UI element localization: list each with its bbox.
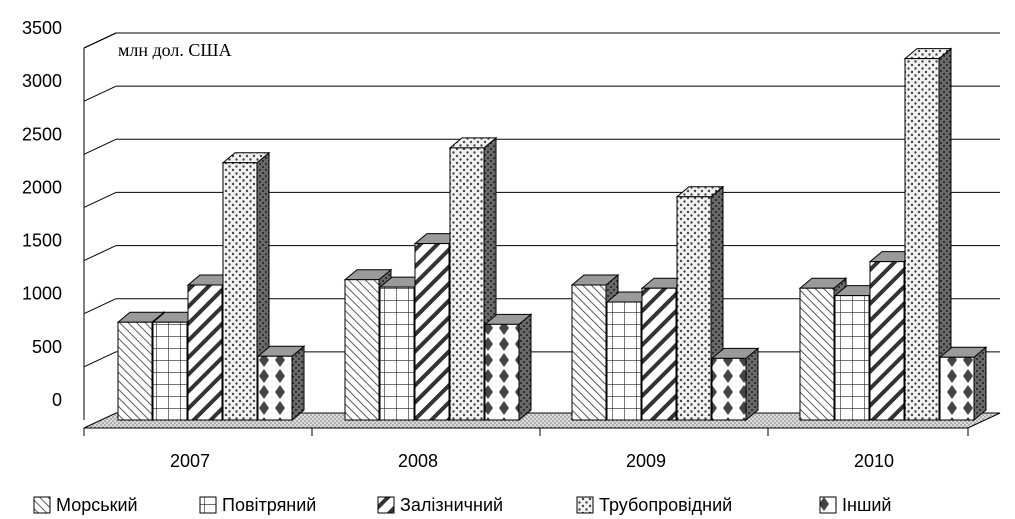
legend-item: Інший (819, 495, 892, 515)
gridline-depth (83, 138, 117, 155)
bar-front (257, 355, 293, 421)
bar-front (939, 356, 975, 421)
bar-front (449, 147, 485, 421)
y-tick-label: 2000 (22, 177, 62, 197)
bar-front (799, 287, 835, 421)
x-tick-label: 2008 (398, 451, 438, 471)
legend: Морський Повітряний Залізничний Трубопровід… (33, 495, 892, 515)
legend-label: Залізничний (400, 495, 503, 515)
gridline-depth (83, 351, 117, 368)
bar-front (904, 58, 940, 421)
bar-front (117, 321, 153, 421)
bar-front (344, 279, 380, 421)
legend-swatch (199, 496, 217, 514)
wall-edge (83, 32, 117, 49)
bar (710, 347, 760, 422)
bar (938, 346, 988, 422)
legend-swatch (377, 496, 395, 514)
bar-side (291, 345, 305, 422)
legend-label: Морський (56, 495, 138, 515)
legend-item: Трубопровідний (576, 495, 732, 515)
gridline-depth (83, 245, 117, 262)
unit-label: млн дол. США (118, 40, 232, 60)
y-tick-label: 1500 (22, 231, 62, 251)
x-axis: 2007 2008 2009 2010 (83, 427, 969, 471)
bar-front (834, 295, 870, 421)
y-tick-label: 3000 (22, 71, 62, 91)
legend-item: Морський (33, 495, 138, 515)
bar (448, 136, 498, 422)
bar (256, 345, 306, 422)
bar-side (518, 313, 532, 422)
x-tick-label: 2010 (854, 451, 894, 471)
gridline-depth (83, 85, 117, 102)
bar-front (711, 357, 747, 421)
legend-label: Повітряний (222, 495, 316, 515)
bar-front (187, 284, 223, 421)
x-tick-label: 2009 (626, 451, 666, 471)
bar-front (676, 196, 712, 421)
bar-front (571, 284, 607, 421)
y-tick-label: 2500 (22, 124, 62, 144)
legend-swatch (576, 496, 594, 514)
bar-front (414, 243, 450, 421)
bar-front (152, 321, 188, 421)
bar-front (869, 261, 905, 421)
bar (221, 151, 271, 422)
gridline-depth (83, 298, 117, 315)
bar-front (641, 287, 677, 421)
bar (903, 47, 953, 422)
legend-label: Інший (842, 495, 892, 515)
y-tick-label: 3500 (22, 18, 62, 38)
bars (116, 47, 988, 422)
legend-swatch (33, 496, 51, 514)
x-tick-label: 2007 (170, 451, 210, 471)
y-axis-ticks: 0 500 1000 1500 2000 2500 3000 3500 (22, 18, 62, 410)
gridline-depth (83, 191, 117, 208)
bar-front (379, 286, 415, 421)
bar-side (973, 346, 987, 422)
y-tick-label: 0 (52, 390, 62, 410)
bar-front (484, 323, 520, 421)
bar-side (745, 347, 759, 422)
y-tick-label: 500 (32, 337, 62, 357)
legend-swatch (819, 496, 837, 514)
legend-label: Трубопровідний (599, 495, 732, 515)
bar-front (606, 301, 642, 421)
y-tick-label: 1000 (22, 284, 62, 304)
legend-item: Повітряний (199, 495, 316, 515)
legend-item: Залізничний (377, 495, 503, 515)
bar (483, 313, 533, 422)
bar-front (222, 162, 258, 421)
